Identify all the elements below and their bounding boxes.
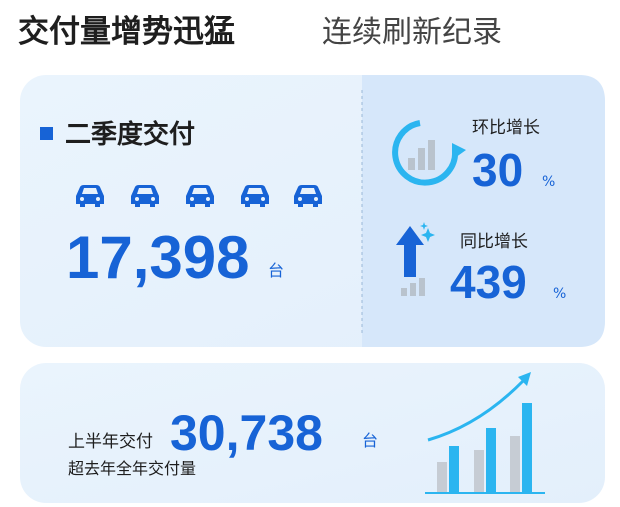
quarter-label: 二季度交付 xyxy=(65,119,195,150)
car-icon xyxy=(131,185,159,207)
half-label: 上半年交付 xyxy=(68,432,153,452)
quarter-value: 17,398 xyxy=(66,224,250,291)
bullet xyxy=(40,127,53,140)
car-icon xyxy=(186,185,214,207)
trend-icon xyxy=(425,372,545,494)
car-icon xyxy=(294,185,322,207)
title: 交付量增势迅猛 xyxy=(18,14,235,50)
car-icon xyxy=(241,185,269,207)
mom-unit: % xyxy=(542,174,555,190)
mom-value: 30 xyxy=(472,144,523,196)
yoy-label: 同比增长 xyxy=(460,232,528,252)
yoy-value: 439 xyxy=(450,256,527,308)
yoy-unit: % xyxy=(553,286,566,302)
half-note: 超去年全年交付量 xyxy=(68,459,196,478)
half-value: 30,738 xyxy=(170,405,323,461)
quarter-unit: 台 xyxy=(268,261,284,280)
car-icon xyxy=(76,185,104,207)
growth-icon xyxy=(392,120,466,186)
half-unit: 台 xyxy=(362,431,378,450)
mom-label: 环比增长 xyxy=(472,118,540,138)
subtitle: 连续刷新纪录 xyxy=(322,15,502,50)
up-icon xyxy=(396,222,435,296)
